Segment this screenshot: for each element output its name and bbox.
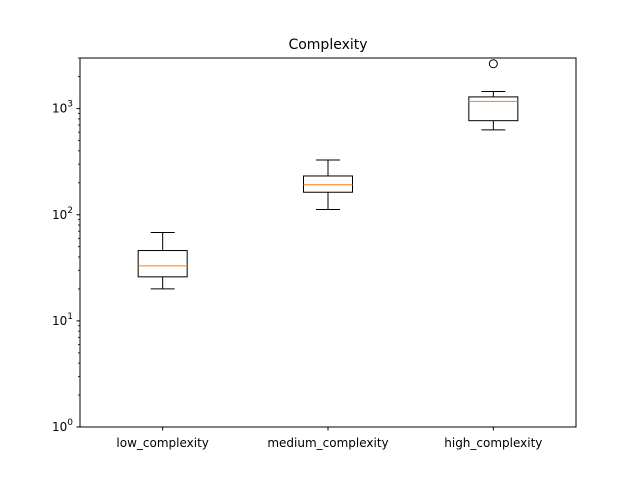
y-tick-base: 10 — [52, 420, 67, 434]
y-tick-label: 100 — [52, 418, 73, 434]
x-tick-label: medium_complexity — [267, 436, 388, 450]
plot-area — [137, 59, 519, 290]
iqr-box — [468, 96, 519, 122]
y-tick-exponent: 3 — [67, 100, 73, 110]
box-group-high_complexity — [468, 59, 519, 131]
axes-frame — [79, 57, 577, 428]
y-tick-exponent: 0 — [67, 418, 73, 428]
y-tick-base: 10 — [52, 102, 67, 116]
x-tick-label: low_complexity — [116, 436, 208, 450]
box-group-medium_complexity — [303, 159, 353, 211]
box-group-low_complexity — [137, 232, 188, 290]
iqr-box — [303, 175, 353, 193]
iqr-box — [137, 250, 188, 278]
y-tick-exponent: 1 — [67, 312, 73, 322]
outlier-point — [488, 59, 498, 69]
y-tick-base: 10 — [52, 208, 67, 222]
y-tick-base: 10 — [52, 314, 67, 328]
y-tick-exponent: 2 — [67, 206, 73, 216]
y-tick-label: 101 — [52, 312, 73, 328]
y-tick-label: 103 — [52, 100, 73, 116]
y-tick-label: 102 — [52, 206, 73, 222]
chart-title: Complexity — [288, 37, 367, 53]
x-tick-label: high_complexity — [444, 436, 542, 450]
